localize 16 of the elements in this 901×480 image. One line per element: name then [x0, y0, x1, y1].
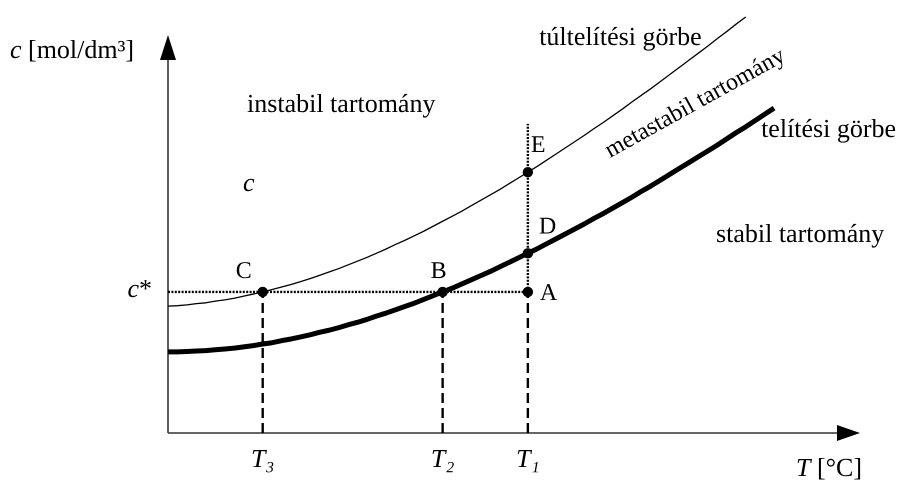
x-axis-title: T [°C]	[796, 453, 862, 480]
series-label: túltelítési görbe	[539, 22, 702, 51]
annotation: instabil tartomány	[247, 89, 436, 118]
annotation: stabil tartomány	[716, 219, 884, 248]
annotation: C	[236, 258, 252, 284]
x-tick-label: T₃	[250, 444, 274, 473]
text: c*	[127, 274, 152, 303]
annotation: c	[243, 168, 255, 197]
series-label: telítési görbe	[761, 114, 896, 144]
y-axis-title: c [mol/dm³]	[10, 35, 134, 64]
x-tick-label: T₂	[430, 444, 454, 473]
annotation: D	[538, 213, 556, 240]
annotation: E	[530, 132, 546, 158]
annotation: B	[430, 258, 447, 284]
annotation: A	[540, 280, 558, 306]
x-tick-label: T₁	[516, 444, 540, 473]
